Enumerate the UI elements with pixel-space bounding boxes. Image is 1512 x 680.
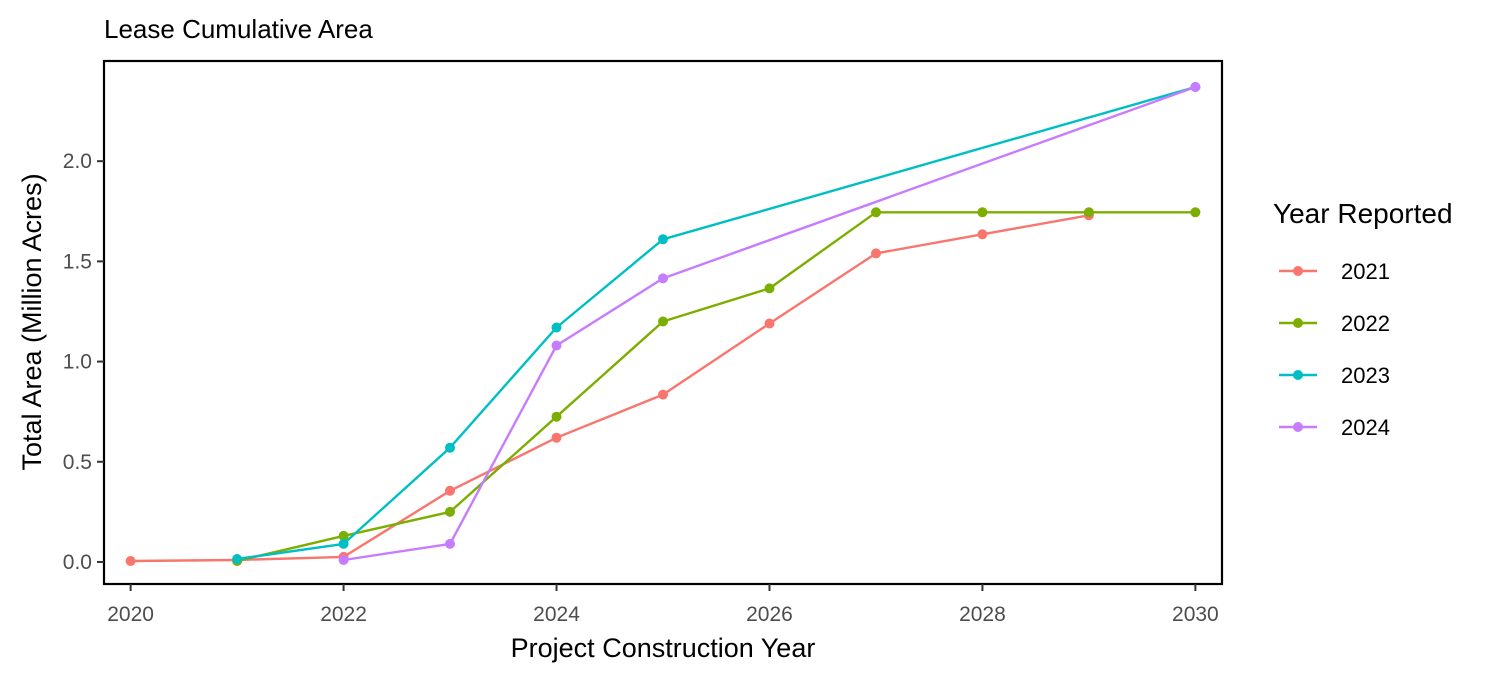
legend-label-2024: 2024 (1341, 415, 1390, 440)
legend-key-point-2022 (1293, 318, 1303, 328)
legend: Year Reported 2021 2022 2023 2024 (1273, 198, 1453, 440)
y-tick-label-1: 1.0 (63, 351, 92, 374)
legend-key-point-2024 (1293, 422, 1303, 432)
x-tick-label-2024: 2024 (533, 603, 580, 626)
plot-panel-border (102, 59, 1224, 586)
chart-title: Lease Cumulative Area (104, 14, 373, 44)
legend-label-2021: 2021 (1341, 259, 1390, 284)
data-point-2023-2023 (445, 442, 455, 453)
data-point-2023-2025 (658, 234, 668, 245)
series-line-2022 (236, 211, 1196, 563)
y-tick-label-2: 2.0 (63, 150, 92, 173)
data-point-2024-2030 (1190, 82, 1201, 92)
legend-label-2022: 2022 (1341, 311, 1390, 336)
data-point-2022-2025 (658, 316, 668, 327)
data-point-2021-2025 (658, 389, 668, 400)
data-point-2021-2026 (764, 318, 775, 329)
plot-area (125, 82, 1201, 566)
data-point-2021-2023 (445, 485, 455, 496)
data-point-2023-2024 (551, 322, 562, 333)
series-line-2023 (236, 85, 1196, 561)
y-axis: 0.0 0.5 1.0 1.5 2.0 (63, 150, 104, 574)
data-point-2021-2028 (977, 229, 988, 240)
x-tick-label-2026: 2026 (746, 603, 793, 626)
data-point-2022-2026 (764, 283, 775, 294)
legend-key-point-2023 (1293, 370, 1303, 380)
x-axis: 2020 2022 2024 2026 2028 2030 (107, 584, 1219, 626)
x-tick-label-2028: 2028 (959, 603, 1006, 626)
data-point-2022-2023 (445, 506, 455, 517)
y-tick-label-1.5: 1.5 (63, 250, 92, 273)
data-point-2021-2020 (125, 556, 136, 566)
y-tick-label-0: 0.0 (63, 551, 92, 574)
y-axis-title: Total Area (Million Acres) (17, 173, 47, 470)
data-point-2022-2029 (1083, 207, 1094, 218)
data-point-2023-2022 (338, 538, 349, 549)
data-point-2022-2027 (871, 207, 881, 218)
legend-title: Year Reported (1273, 198, 1453, 229)
x-tick-label-2022: 2022 (320, 603, 367, 626)
data-point-2022-2030 (1190, 207, 1201, 218)
data-point-2022-2024 (551, 411, 562, 422)
data-point-2022-2022 (338, 530, 349, 541)
data-point-2024-2022 (338, 555, 349, 565)
x-tick-label-2020: 2020 (107, 603, 154, 626)
y-tick-label-0.5: 0.5 (63, 451, 92, 474)
data-point-2024-2025 (658, 273, 668, 284)
data-point-2022-2028 (977, 207, 988, 218)
x-axis-title: Project Construction Year (511, 633, 816, 663)
data-point-2021-2024 (551, 432, 562, 443)
legend-key-point-2021 (1293, 266, 1303, 276)
data-point-2024-2023 (445, 538, 455, 549)
series-line-2021 (130, 214, 1090, 563)
data-point-2023-2021 (232, 554, 243, 564)
data-point-2021-2027 (871, 248, 881, 259)
data-point-2024-2024 (551, 340, 562, 351)
legend-label-2023: 2023 (1341, 363, 1390, 388)
x-tick-label-2030: 2030 (1172, 603, 1219, 626)
